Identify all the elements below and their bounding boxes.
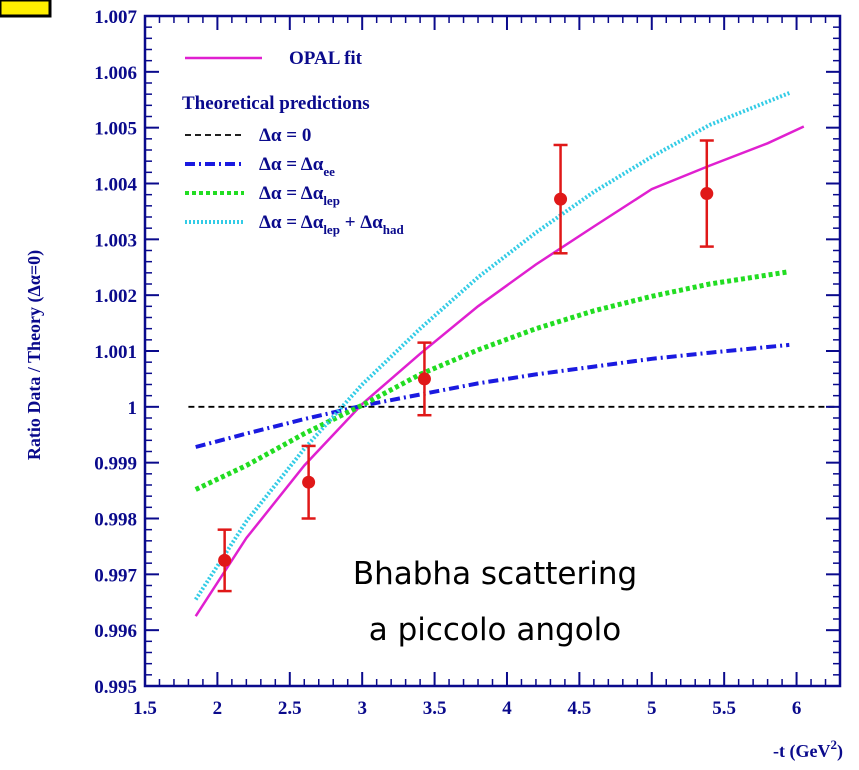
x-axis-title: -t (GeV2) (773, 737, 843, 762)
x-tick-label-0: 1.5 (133, 698, 157, 719)
y-tick-label-4: 0.999 (94, 454, 137, 475)
y-tick-label-1: 0.996 (94, 621, 137, 642)
legend-label-3-sub: lep (323, 222, 340, 237)
y-tick-label-3: 0.998 (94, 510, 137, 531)
data-point-1 (302, 475, 316, 489)
series-lines (188, 91, 840, 617)
annotation: Bhabha scattering a piccolo angolo (353, 556, 637, 648)
x-axis-title-sup: 2 (831, 737, 838, 752)
legend-label-0-main: Δα = 0 (259, 125, 311, 146)
data-point-4 (700, 187, 714, 201)
legend-label-3-mid: + Δα (340, 212, 383, 233)
x-tick-label-5: 4 (502, 698, 512, 719)
x-tick-label-3: 3 (357, 698, 367, 719)
annotation-line-1: Bhabha scattering (353, 556, 637, 592)
y-tick-label-5: 1 (128, 398, 138, 419)
y-tick-label-12: 1.007 (94, 7, 137, 28)
legend-label-0: Δα = 0 (259, 125, 311, 146)
legend-label-1-main: Δα = Δα (259, 154, 324, 175)
legend-label-3-main: Δα = Δα (259, 212, 324, 233)
annotation-line-2: a piccolo angolo (369, 612, 622, 648)
x-axis-title-close: ) (837, 741, 843, 762)
data-point-2 (417, 372, 431, 386)
y-tick-label-7: 1.002 (94, 286, 137, 307)
x-tick-label-7: 5 (647, 698, 657, 719)
y-tick-label-2: 0.997 (94, 565, 137, 586)
plot-frame (143, 14, 842, 688)
legend-label-1-sub: ee (323, 164, 335, 179)
y-axis-title: Ratio Data / Theory (Δα=0) (24, 250, 45, 460)
series-line-3 (194, 269, 790, 492)
y-tick-label-11: 1.006 (94, 63, 137, 84)
data-point-0 (218, 553, 232, 567)
x-tick-label-1: 2 (213, 698, 223, 719)
tick-labels: 1.5 2 2.5 3 3.5 4 4.5 5 5.5 6 0.995 0.996 0.997 0.998… (94, 7, 801, 719)
legend: OPAL fit Theoretical predictions Δα = 0 Δ… (182, 48, 405, 237)
y-tick-label-6: 1.001 (94, 342, 137, 363)
data-point-3 (554, 192, 568, 206)
y-tick-label-8: 1.003 (94, 230, 137, 251)
legend-label-2-sub: lep (323, 193, 340, 208)
y-tick-label-0: 0.995 (94, 677, 137, 698)
corner-marker-box (0, 0, 52, 18)
legend-label-2: Δα = Δαlep (259, 183, 340, 208)
legend-section-title: Theoretical predictions (182, 93, 370, 114)
x-tick-label-8: 5.5 (712, 698, 736, 719)
legend-label-3-sub2: had (383, 222, 405, 237)
x-tick-label-6: 4.5 (568, 698, 592, 719)
legend-label-2-main: Δα = Δα (259, 183, 324, 204)
legend-label-3: Δα = Δαlep + Δαhad (259, 212, 405, 237)
x-tick-label-2: 2.5 (278, 698, 302, 719)
series-line-0 (194, 125, 805, 617)
legend-label-opal-fit: OPAL fit (289, 48, 363, 69)
legend-label-1: Δα = Δαee (259, 154, 335, 179)
x-tick-label-9: 6 (792, 698, 802, 719)
x-tick-label-4: 3.5 (423, 698, 447, 719)
y-tick-label-10: 1.005 (94, 119, 137, 140)
y-tick-label-9: 1.004 (94, 175, 137, 196)
series-line-4 (194, 91, 791, 601)
data-points (217, 139, 714, 593)
x-axis-title-main: -t (GeV (773, 741, 830, 762)
series-line-2 (195, 342, 790, 449)
